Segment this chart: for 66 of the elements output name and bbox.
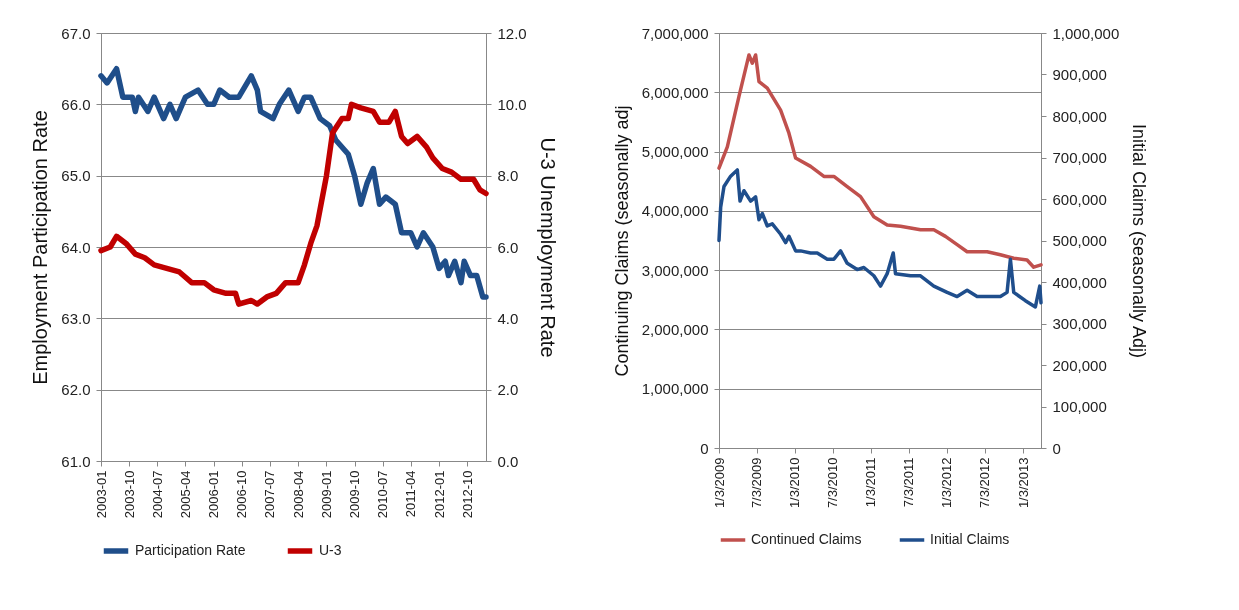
x-tick-label: 1/3/2013 [1015,457,1031,509]
y2-tick-label: 0 [1052,439,1061,457]
x-tick-label: 2005-04 [177,470,193,519]
y2-tick-label: 6.0 [497,238,519,256]
x-tick-label: 7/3/2011 [901,457,917,508]
legend-label: U-3 [319,542,342,558]
y2-tick-label: 100,000 [1052,398,1107,415]
x-tick-label: 2011-04 [403,470,419,518]
y2-tick-label: 4.0 [497,309,519,327]
y-tick-label: 61.0 [61,452,91,470]
x-tick-label: 2009-01 [318,470,334,519]
x-tick-label: 2004-07 [149,470,165,519]
y2-tick-label: 300,000 [1052,315,1107,332]
y2-tick-label: 200,000 [1052,356,1107,374]
y-tick-label: 6,000,000 [641,83,709,101]
x-tick-label: 2009-10 [347,470,363,519]
legend-label: Participation Rate [135,542,246,558]
legend-label: Initial Claims [930,531,1010,547]
x-tick-label: 2003-10 [121,470,137,519]
y2-tick-label: 800,000 [1052,107,1107,125]
y-tick-label: 1,000,000 [641,380,709,398]
y2-tick-label: 500,000 [1052,232,1107,249]
y2-tick-label: 8.0 [497,167,519,185]
x-tick-label: 1/3/2011 [863,457,879,508]
y2-tick-label: 1,000,000 [1052,24,1120,42]
y-axis-title: Employment Participation Rate [29,110,52,385]
y-tick-label: 0 [700,439,709,457]
x-tick-label: 7/3/2010 [825,457,841,509]
y-tick-label: 67.0 [61,24,91,42]
y-axis-title: Continuing Claims (seasonally adj [611,105,632,377]
y-tick-label: 65.0 [61,167,91,185]
y2-tick-label: 12.0 [497,24,527,42]
y2-axis-title: U-3 Unemployment Rate [536,137,559,358]
y-tick-label: 62.0 [61,381,91,399]
x-tick-label: 2006-01 [206,470,222,519]
y2-axis-title: Initial Claims (seasonally Adj) [1129,123,1150,359]
y2-tick-label: 2.0 [497,381,519,399]
y2-tick-label: 0.0 [497,452,519,470]
y-tick-label: 3,000,000 [641,261,709,279]
x-tick-label: 2012-01 [431,470,447,519]
y2-tick-label: 600,000 [1052,190,1107,208]
y-tick-label: 63.0 [61,309,91,327]
y2-tick-label: 700,000 [1052,149,1107,166]
y-tick-label: 4,000,000 [641,202,709,220]
x-tick-label: 2006-10 [234,470,250,519]
y2-tick-label: 900,000 [1052,66,1107,83]
x-tick-label: 2008-04 [290,470,306,519]
x-tick-label: 7/3/2009 [749,457,765,509]
x-tick-label: 2003-01 [93,470,109,519]
y-tick-label: 5,000,000 [641,143,709,161]
legend-label: Continued Claims [751,531,862,547]
line-series [717,168,1043,309]
x-tick-label: 1/3/2010 [787,457,803,509]
y-tick-label: 7,000,000 [641,24,709,42]
y-tick-label: 66.0 [61,95,91,113]
x-tick-label: 1/3/2012 [939,457,955,509]
y-tick-label: 64.0 [61,238,91,256]
x-tick-label: 1/3/2009 [711,457,727,509]
x-tick-label: 2012-10 [459,470,475,519]
x-tick-label: 2010-07 [375,470,391,519]
y2-tick-label: 400,000 [1052,273,1107,291]
y-tick-label: 2,000,000 [641,320,709,338]
x-tick-label: 7/3/2012 [977,457,993,509]
x-tick-label: 2007-07 [262,470,278,519]
line-series [717,53,1043,269]
y2-tick-label: 10.0 [497,95,527,113]
